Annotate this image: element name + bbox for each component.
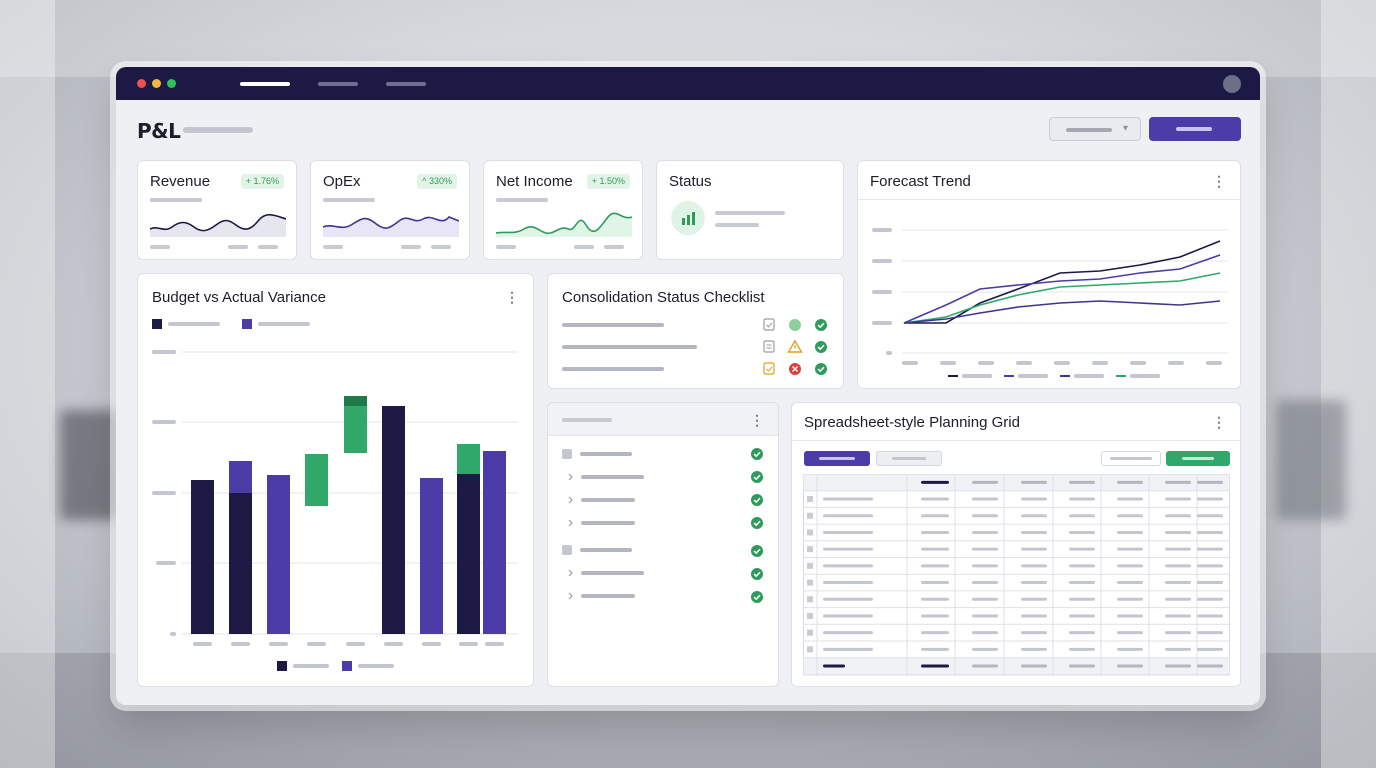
planning-grid-card: Spreadsheet-style Planning Grid ⋮ xyxy=(791,402,1241,687)
nav-tab[interactable] xyxy=(318,82,358,86)
budget-variance-chart xyxy=(152,319,518,671)
more-options-icon[interactable]: ⋮ xyxy=(1212,414,1226,430)
forecast-title: Forecast Trend xyxy=(870,173,971,190)
kpi-title: OpEx xyxy=(323,173,361,190)
more-options-icon[interactable]: ⋮ xyxy=(1212,173,1226,189)
page-subtitle-placeholder xyxy=(183,127,253,133)
clipboard-icon xyxy=(763,318,775,331)
tree-list-card: ⋮ xyxy=(547,402,779,687)
budget-title: Budget vs Actual Variance xyxy=(152,289,326,306)
checklist-title: Consolidation Status Checklist xyxy=(562,289,765,306)
kpi-sparkline xyxy=(323,216,459,237)
kpi-change-badge: ^ 330% xyxy=(417,174,457,189)
grid-toolbar-button-primary[interactable] xyxy=(804,451,870,466)
more-options-icon[interactable]: ⋮ xyxy=(505,289,519,305)
grid-toolbar-button[interactable] xyxy=(876,451,942,466)
nav-tab-active[interactable] xyxy=(240,82,290,86)
check-icon xyxy=(815,319,827,331)
error-icon xyxy=(789,363,801,375)
kpi-change-badge: + 1.76% xyxy=(240,174,284,189)
tree-list-header: ⋮ xyxy=(548,403,778,436)
status-title: Status xyxy=(669,173,712,190)
kpi-card-revenue[interactable]: Revenue + 1.76% xyxy=(137,160,297,260)
forecast-line-chart xyxy=(872,228,1228,378)
avatar[interactable] xyxy=(1223,75,1241,93)
chart-bars-icon xyxy=(671,201,705,235)
forecast-trend-card: Forecast Trend ⋮ xyxy=(857,160,1241,389)
kpi-card-net-income[interactable]: Net Income + 1.50% xyxy=(483,160,643,260)
checklist-card: Consolidation Status Checklist xyxy=(547,273,844,389)
app-window: P&L ▾ Revenue + 1.76% OpEx ^ 330% Net In… xyxy=(116,67,1260,705)
minimize-window-button[interactable] xyxy=(152,79,161,88)
grid-toolbar-button-success[interactable] xyxy=(1166,451,1230,466)
kpi-sparkline xyxy=(150,213,286,237)
more-options-icon[interactable]: ⋮ xyxy=(750,412,764,428)
budget-variance-card: Budget vs Actual Variance ⋮ xyxy=(137,273,534,687)
status-card[interactable]: Status xyxy=(656,160,844,260)
check-icon xyxy=(815,363,827,375)
nav-tab[interactable] xyxy=(386,82,426,86)
maximize-window-button[interactable] xyxy=(167,79,176,88)
kpi-change-badge: + 1.50% xyxy=(586,174,630,189)
checklist-rows xyxy=(562,318,827,375)
warning-icon xyxy=(787,339,803,353)
kpi-title: Net Income xyxy=(496,173,573,190)
page-title: P&L xyxy=(137,119,181,143)
close-window-button[interactable] xyxy=(137,79,146,88)
planning-grid[interactable] xyxy=(803,474,1231,677)
background-chair xyxy=(60,410,120,520)
background-chair xyxy=(1276,400,1346,520)
clipboard-icon xyxy=(763,362,775,375)
kpi-title: Revenue xyxy=(150,173,211,190)
chevron-down-icon: ▾ xyxy=(1122,123,1128,134)
grid-toolbar-button[interactable] xyxy=(1101,451,1161,466)
grid-title: Spreadsheet-style Planning Grid xyxy=(804,414,1020,431)
tree-list[interactable] xyxy=(548,436,779,686)
title-bar xyxy=(116,67,1260,100)
check-icon xyxy=(815,341,827,353)
kpi-sparkline xyxy=(496,212,632,237)
document-icon xyxy=(763,340,775,353)
circle-icon xyxy=(789,319,801,331)
period-dropdown[interactable]: ▾ xyxy=(1049,117,1141,141)
kpi-card-opex[interactable]: OpEx ^ 330% xyxy=(310,160,470,260)
primary-action-button[interactable] xyxy=(1149,117,1241,141)
